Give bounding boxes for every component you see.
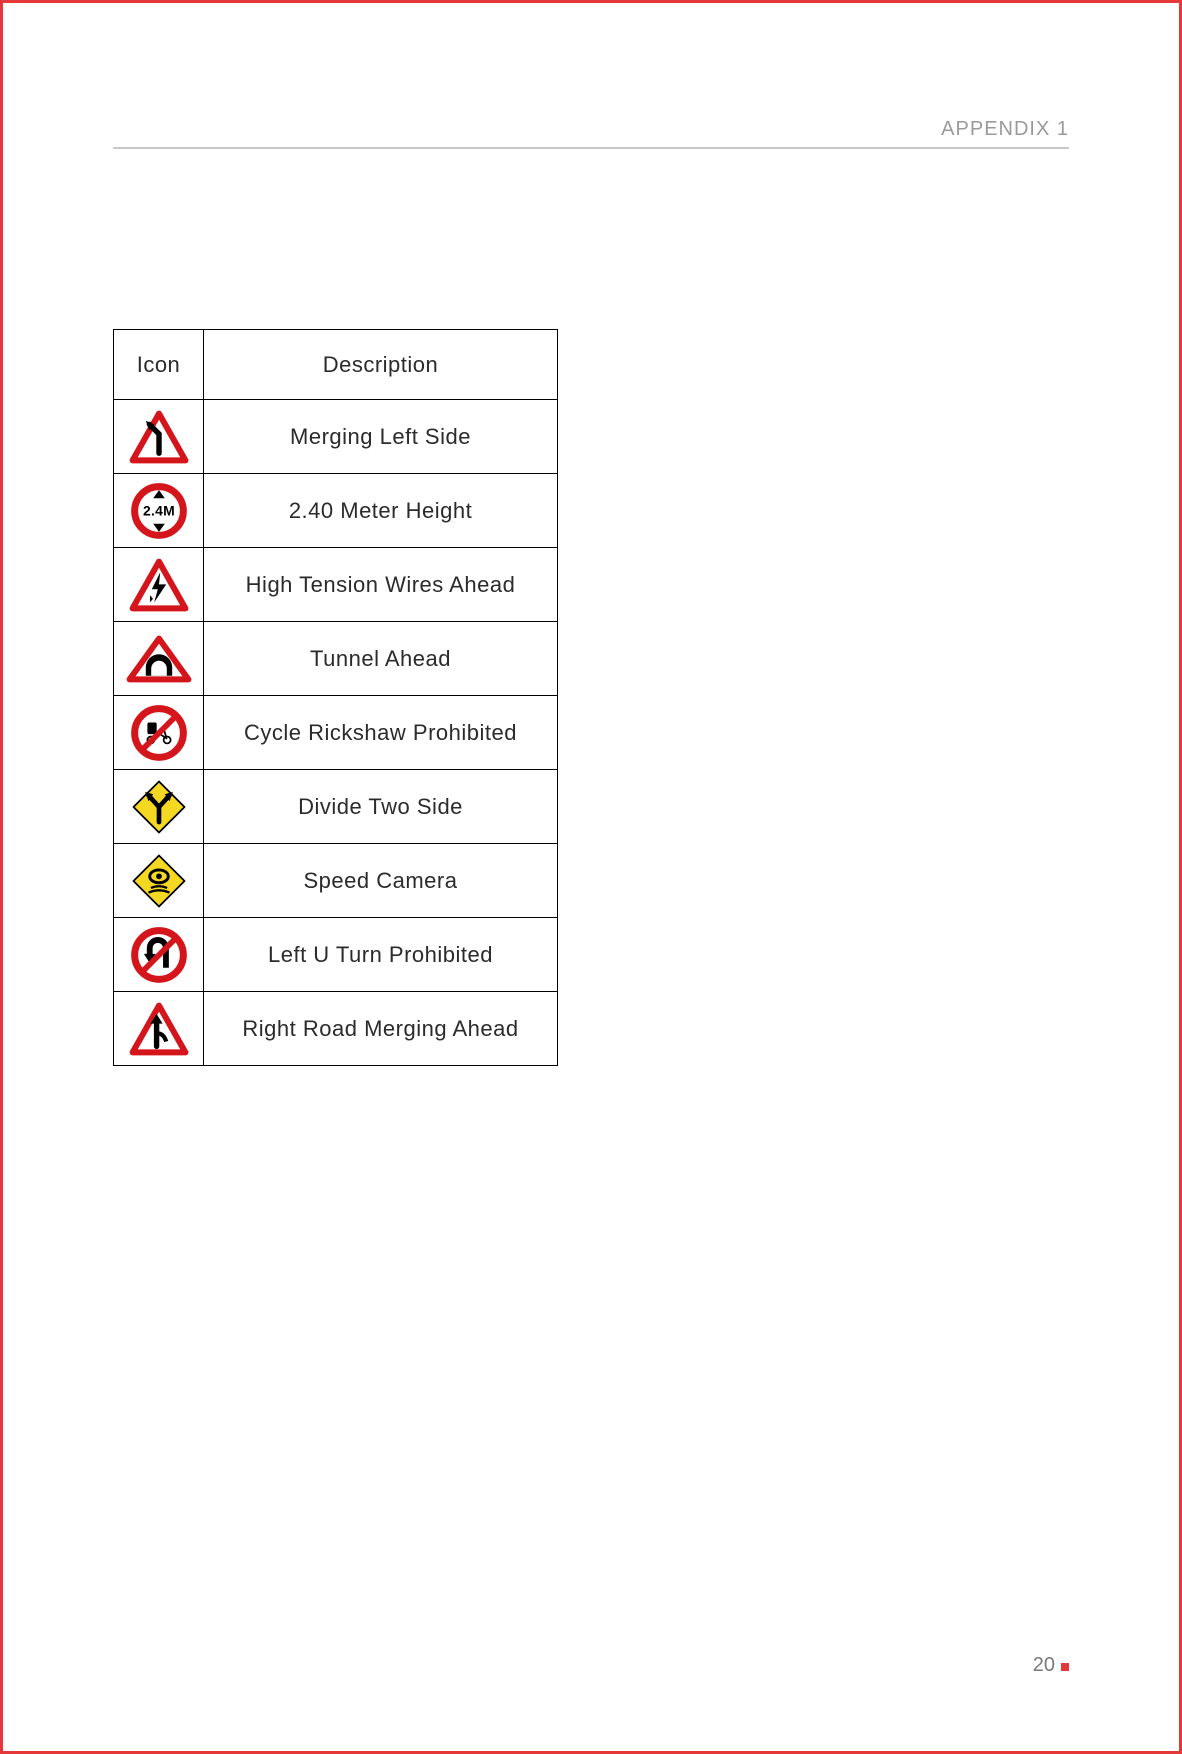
divide-two-side-icon [118, 774, 199, 839]
page-number: 20 [1033, 1654, 1069, 1677]
rickshaw-prohibited-icon [118, 700, 199, 765]
desc-cell: Speed Camera [204, 844, 558, 918]
page-number-text: 20 [1033, 1654, 1055, 1676]
desc-cell: Divide Two Side [204, 770, 558, 844]
icon-cell [114, 918, 204, 992]
page: APPENDIX 1 Icon Description [3, 3, 1179, 1751]
icon-cell [114, 622, 204, 696]
table-row: Speed Camera [114, 844, 558, 918]
desc-cell: 2.40 Meter Height [204, 474, 558, 548]
height-limit-text: 2.4M [142, 502, 174, 518]
left-uturn-prohibited-icon [118, 922, 199, 987]
desc-cell: Cycle Rickshaw Prohibited [204, 696, 558, 770]
icon-cell [114, 400, 204, 474]
header-title: APPENDIX 1 [941, 118, 1069, 140]
col-header-icon: Icon [114, 330, 204, 400]
tunnel-icon [118, 626, 199, 691]
desc-cell: High Tension Wires Ahead [204, 548, 558, 622]
icon-cell [114, 548, 204, 622]
sign-table: Icon Description Merging Left Side [113, 329, 558, 1066]
table-row: Cycle Rickshaw Prohibited [114, 696, 558, 770]
col-header-description: Description [204, 330, 558, 400]
icon-cell [114, 844, 204, 918]
desc-cell: Tunnel Ahead [204, 622, 558, 696]
right-merging-icon [118, 996, 199, 1061]
page-number-dot-icon [1061, 1663, 1069, 1671]
table-row: 2.4M 2.40 Meter Height [114, 474, 558, 548]
desc-cell: Merging Left Side [204, 400, 558, 474]
table-row: Merging Left Side [114, 400, 558, 474]
speed-camera-icon [118, 848, 199, 913]
icon-cell [114, 770, 204, 844]
desc-cell: Left U Turn Prohibited [204, 918, 558, 992]
merging-left-icon [118, 404, 199, 469]
table-header-row: Icon Description [114, 330, 558, 400]
header-rule: APPENDIX 1 [113, 118, 1069, 149]
table-row: Divide Two Side [114, 770, 558, 844]
table-row: High Tension Wires Ahead [114, 548, 558, 622]
icon-cell: 2.4M [114, 474, 204, 548]
table-row: Tunnel Ahead [114, 622, 558, 696]
high-tension-icon [118, 552, 199, 617]
icon-cell [114, 696, 204, 770]
table-row: Left U Turn Prohibited [114, 918, 558, 992]
icon-cell [114, 992, 204, 1066]
height-limit-icon: 2.4M [118, 478, 199, 543]
table-row: Right Road Merging Ahead [114, 992, 558, 1066]
desc-cell: Right Road Merging Ahead [204, 992, 558, 1066]
